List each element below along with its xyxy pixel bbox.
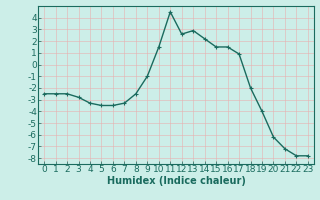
X-axis label: Humidex (Indice chaleur): Humidex (Indice chaleur) [107, 176, 245, 186]
